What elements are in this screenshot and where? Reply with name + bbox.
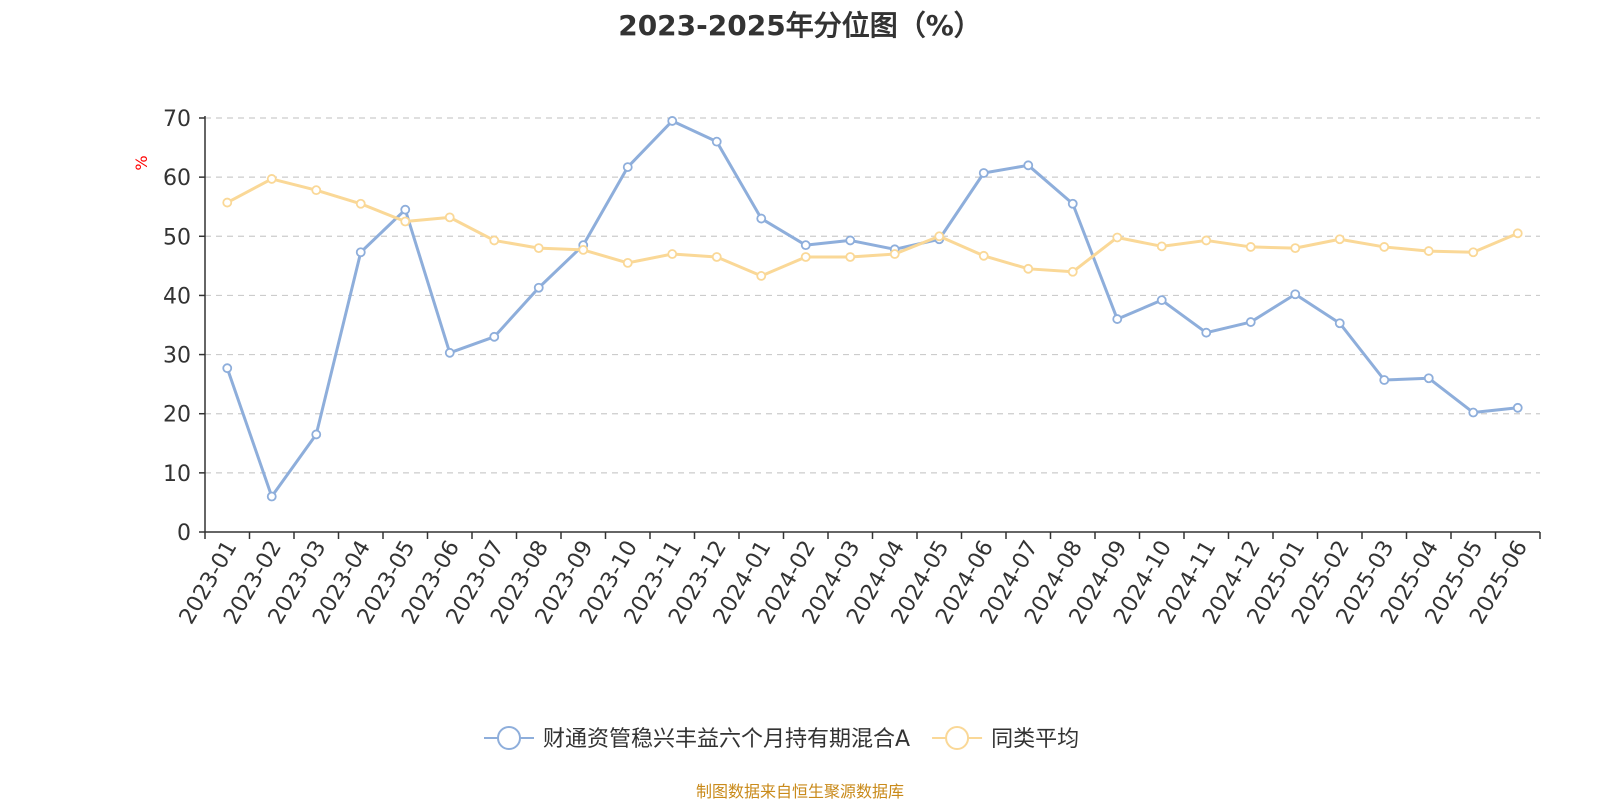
data-point bbox=[800, 240, 811, 251]
data-point bbox=[711, 136, 722, 147]
data-point bbox=[1423, 373, 1434, 384]
data-point bbox=[444, 347, 455, 358]
data-point bbox=[889, 249, 900, 259]
data-point bbox=[1512, 228, 1523, 239]
series-line bbox=[225, 119, 1518, 499]
data-point bbox=[1334, 234, 1345, 245]
y-tick-label: 70 bbox=[163, 107, 191, 132]
data-point bbox=[222, 197, 233, 208]
data-point bbox=[266, 174, 277, 184]
chart-title: 2023-2025年分位图（%） bbox=[618, 9, 982, 42]
series-1 bbox=[222, 116, 1523, 502]
data-point bbox=[1334, 318, 1345, 329]
grid-lines bbox=[205, 117, 1540, 474]
data-point bbox=[1290, 289, 1301, 300]
series-lines bbox=[222, 116, 1523, 502]
y-tick-label: 50 bbox=[163, 225, 191, 250]
data-point bbox=[266, 491, 277, 502]
data-point bbox=[934, 231, 945, 242]
data-point bbox=[1379, 242, 1390, 252]
data-point bbox=[667, 249, 678, 259]
legend-label: 同类平均 bbox=[991, 727, 1079, 752]
legend-marker bbox=[497, 726, 521, 750]
source-note: 制图数据来自恒生聚源数据库 bbox=[695, 782, 904, 801]
data-point bbox=[756, 213, 767, 224]
data-point bbox=[1290, 243, 1301, 254]
data-point bbox=[1067, 198, 1078, 209]
data-point bbox=[1423, 246, 1434, 256]
data-point bbox=[622, 257, 633, 268]
y-tick-label: 30 bbox=[163, 344, 191, 369]
data-point bbox=[400, 216, 411, 227]
data-point bbox=[1245, 242, 1256, 252]
data-point bbox=[1023, 263, 1034, 274]
data-point bbox=[1156, 295, 1167, 306]
data-point bbox=[578, 244, 589, 255]
data-point bbox=[1468, 247, 1479, 258]
series-2 bbox=[222, 174, 1523, 281]
x-tick-labels: 2023-012023-022023-032023-042023-052023-… bbox=[175, 537, 1533, 629]
data-point bbox=[1468, 407, 1479, 418]
data-point bbox=[1023, 160, 1034, 171]
y-axis-label: % bbox=[132, 155, 151, 170]
data-point bbox=[1112, 314, 1123, 324]
data-point bbox=[1512, 402, 1523, 413]
data-point bbox=[1201, 235, 1212, 246]
legend[interactable]: 财通资管稳兴丰益六个月持有期混合A 同类平均 bbox=[484, 726, 1079, 752]
data-point bbox=[222, 363, 233, 374]
data-point bbox=[1245, 317, 1256, 327]
data-point bbox=[400, 204, 411, 215]
data-point bbox=[355, 247, 366, 258]
y-tick-label: 10 bbox=[163, 462, 191, 487]
data-point bbox=[533, 243, 544, 254]
legend-item-1[interactable]: 财通资管稳兴丰益六个月持有期混合A bbox=[484, 726, 910, 752]
data-point bbox=[355, 198, 366, 209]
data-point bbox=[311, 185, 322, 196]
data-point bbox=[533, 282, 544, 293]
data-point bbox=[489, 331, 500, 342]
data-point bbox=[1156, 241, 1167, 252]
series-line bbox=[226, 177, 1519, 278]
data-point bbox=[711, 252, 722, 262]
data-point bbox=[311, 429, 322, 440]
data-point bbox=[1379, 375, 1390, 385]
data-point bbox=[978, 168, 989, 178]
axes bbox=[199, 116, 1541, 539]
data-point bbox=[667, 116, 678, 126]
data-point bbox=[1067, 266, 1078, 277]
y-tick-label: 40 bbox=[163, 284, 191, 309]
y-tick-labels: 0 10 20 30 40 50 60 70 bbox=[163, 107, 191, 546]
y-tick-label: 20 bbox=[163, 403, 191, 428]
data-point bbox=[978, 250, 989, 261]
data-point bbox=[1201, 327, 1212, 338]
data-point bbox=[1112, 232, 1123, 243]
data-point bbox=[845, 235, 856, 246]
y-tick-label: 0 bbox=[177, 521, 191, 546]
y-tick-label: 60 bbox=[163, 166, 191, 191]
data-point bbox=[489, 235, 500, 246]
data-point bbox=[845, 252, 856, 262]
data-point bbox=[756, 271, 767, 281]
legend-marker bbox=[945, 726, 970, 750]
data-point bbox=[800, 252, 811, 262]
data-point bbox=[444, 212, 455, 223]
legend-item-2[interactable]: 同类平均 bbox=[932, 726, 1079, 752]
legend-label: 财通资管稳兴丰益六个月持有期混合A bbox=[543, 727, 910, 752]
data-point bbox=[622, 162, 633, 172]
